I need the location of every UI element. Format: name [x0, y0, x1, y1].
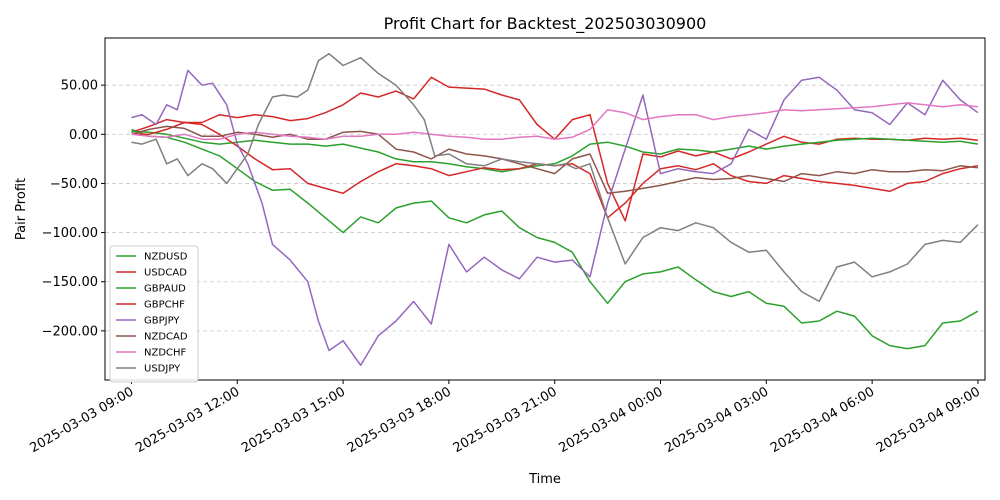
legend-label: USDCAD — [144, 268, 187, 279]
y-tick-label: 50.00 — [61, 79, 98, 94]
series-line-gbpaud — [131, 130, 979, 173]
series-line-usdjpy — [131, 52, 979, 303]
y-tick-label: −150.00 — [42, 275, 98, 290]
legend-label: GBPCHF — [144, 300, 185, 311]
y-tick-label: 0.00 — [69, 128, 98, 143]
legend-label: NZDUSD — [144, 252, 188, 263]
plot-frame — [104, 37, 986, 381]
x-axis-label: Time — [528, 472, 561, 487]
legend-box — [109, 245, 199, 383]
series-line-nzdchf — [131, 102, 978, 140]
legend-label: GBPJPY — [144, 316, 180, 327]
y-axis-label: Pair Profit — [14, 178, 29, 240]
series-line-gbpjpy — [131, 69, 979, 367]
legend-label: USDJPY — [144, 364, 181, 375]
legend-label: GBPAUD — [144, 284, 186, 295]
legend-label: NZDCAD — [144, 332, 188, 343]
y-tick-label: −100.00 — [42, 226, 98, 241]
series-lines — [131, 52, 979, 367]
series-line-nzdcad — [131, 125, 978, 195]
chart-title: Profit Chart for Backtest_202503030900 — [384, 14, 707, 34]
legend-label: NZDCHF — [144, 348, 187, 359]
y-tick-label: −200.00 — [42, 324, 98, 339]
legend: NZDUSD USDCAD GBPAUD GBPCHF GBPJPY NZDCAD NZDC… — [109, 245, 199, 383]
y-axis-ticks: 50.00 0.00 −50.00 −100.00 −150.00 −200.00 — [42, 79, 105, 339]
y-tick-label: −50.00 — [50, 177, 98, 192]
series-line-nzdusd — [131, 128, 979, 350]
